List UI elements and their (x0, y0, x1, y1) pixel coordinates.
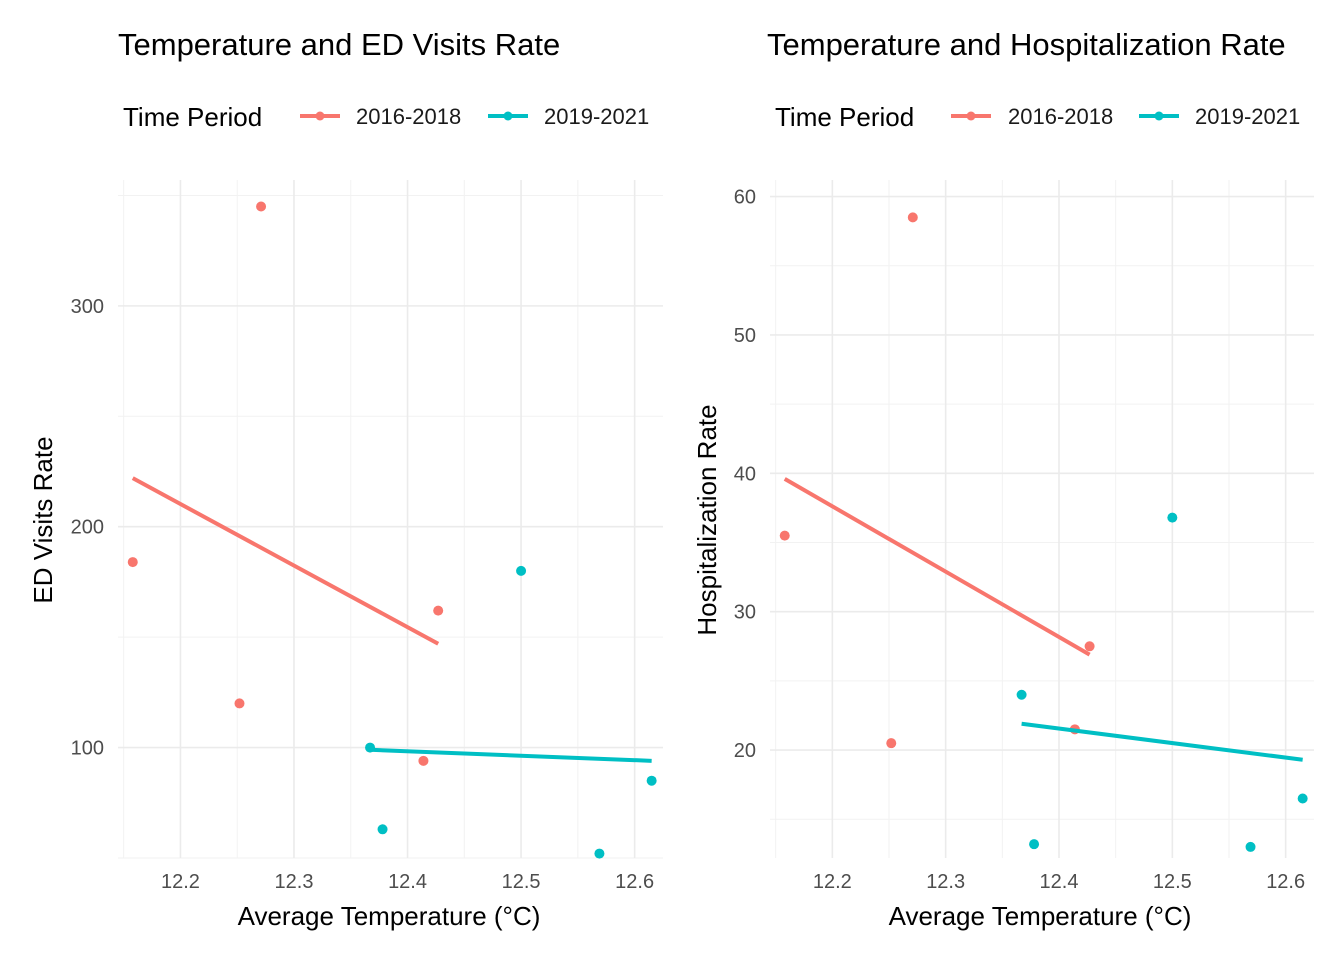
chart-title: Temperature and Hospitalization Rate (767, 27, 1286, 62)
legend-item-2019-2021: 2019-2021 (1139, 104, 1300, 129)
series-2019-2021 (365, 565, 657, 859)
x-tick-label: 12.5 (1153, 871, 1192, 893)
y-tick-label: 100 (71, 738, 104, 760)
data-point (1029, 839, 1040, 850)
legend-item-2016-2018: 2016-2018 (300, 104, 461, 129)
x-tick-label: 12.4 (388, 871, 427, 893)
x-tick-label: 12.2 (161, 871, 200, 893)
data-point (907, 212, 918, 223)
legend-label: 2019-2021 (1195, 104, 1300, 129)
x-tick-label: 12.5 (502, 871, 541, 893)
y-tick-label: 30 (734, 602, 756, 624)
legend-item-2019-2021: 2019-2021 (488, 104, 649, 129)
data-point (1297, 793, 1308, 804)
trend-line (369, 747, 652, 763)
chart-panel-ed-visits: Temperature and ED Visits Rate Time Peri… (28, 27, 663, 931)
data-point (516, 565, 527, 576)
series-2016-2018 (779, 212, 1095, 749)
trend-line (131, 476, 440, 646)
x-tick-label: 12.2 (813, 871, 852, 893)
y-tick-label: 40 (734, 463, 756, 485)
series-2016-2018 (127, 201, 444, 766)
y-tick-label: 50 (734, 325, 756, 347)
y-tick-label: 20 (734, 740, 756, 762)
y-tick-label: 200 (71, 517, 104, 539)
data-point (886, 738, 897, 749)
data-point (418, 755, 429, 766)
data-point (234, 698, 245, 709)
data-point (127, 557, 138, 568)
trend-line (783, 477, 1091, 657)
chart-title: Temperature and ED Visits Rate (118, 27, 560, 62)
series-2019-2021 (1016, 512, 1308, 852)
y-axis-title: ED Visits Rate (28, 436, 58, 603)
data-point (377, 824, 388, 835)
legend-label: 2016-2018 (356, 104, 461, 129)
y-tick-label: 60 (734, 187, 756, 209)
data-point (1016, 689, 1027, 700)
legend-label: 2019-2021 (544, 104, 649, 129)
data-point (1084, 641, 1095, 652)
legend-key-point (503, 111, 513, 121)
legend-key-point (966, 111, 976, 121)
legend-key-point (315, 111, 325, 121)
data-point (1245, 841, 1256, 852)
trend-line (1021, 721, 1303, 762)
x-tick-label: 12.3 (275, 871, 314, 893)
legend-item-2016-2018: 2016-2018 (951, 104, 1113, 129)
y-axis-title: Hospitalization Rate (692, 404, 722, 635)
x-tick-label: 12.6 (615, 871, 654, 893)
plot-area: 12.2 12.3 12.4 12.5 12.6 20 30 40 50 60 (734, 180, 1314, 893)
x-axis-title: Average Temperature (°C) (889, 901, 1192, 931)
data-point (646, 775, 657, 786)
data-point (433, 605, 444, 616)
tick-labels: 12.2 12.3 12.4 12.5 12.6 100 200 300 (71, 296, 654, 893)
gridlines (118, 180, 663, 859)
legend: Time Period 2016-2018 2019-2021 (775, 102, 1300, 132)
tick-labels: 12.2 12.3 12.4 12.5 12.6 20 30 40 50 60 (734, 187, 1305, 893)
legend-title: Time Period (775, 102, 914, 132)
data-point (594, 848, 605, 859)
data-point (779, 530, 790, 541)
legend: Time Period 2016-2018 2019-2021 (123, 102, 649, 132)
legend-key-point (1154, 111, 1164, 121)
data-point (1167, 512, 1178, 523)
plot-area: 12.2 12.3 12.4 12.5 12.6 100 200 300 (71, 180, 663, 893)
chart-panel-hospitalization: Temperature and Hospitalization Rate Tim… (692, 27, 1314, 931)
x-tick-label: 12.4 (1040, 871, 1079, 893)
legend-label: 2016-2018 (1008, 104, 1113, 129)
data-point (256, 201, 267, 212)
x-tick-label: 12.6 (1266, 871, 1305, 893)
y-tick-label: 300 (71, 296, 104, 318)
legend-title: Time Period (123, 102, 262, 132)
x-tick-label: 12.3 (926, 871, 965, 893)
x-axis-title: Average Temperature (°C) (238, 901, 541, 931)
